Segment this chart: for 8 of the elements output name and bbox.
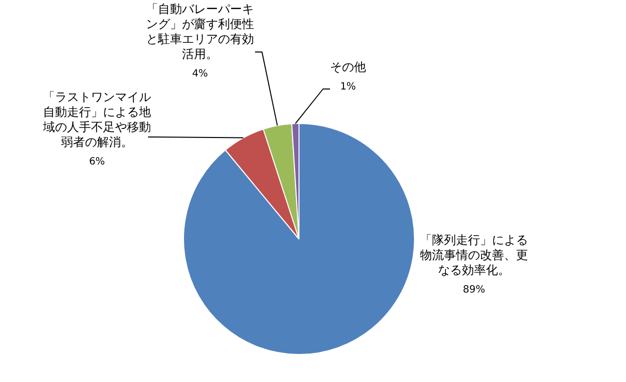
data-label: 89% bbox=[462, 284, 486, 296]
data-label: 4% bbox=[192, 68, 208, 80]
slice-label: 「自動バレーパーキング」が齎す利便性と駐車エリアの有効活用。 bbox=[146, 2, 254, 62]
data-label: 1% bbox=[340, 82, 356, 93]
slice-label: 「隊列走行」による物流事情の改善、更なる効率化。 bbox=[420, 233, 528, 278]
slice-label: その他 bbox=[330, 60, 366, 74]
data-label: 6% bbox=[89, 156, 105, 168]
slice-label: 「ラストワンマイル自動走行」による地域の人手不足や移動弱者の解消。 bbox=[42, 90, 151, 150]
